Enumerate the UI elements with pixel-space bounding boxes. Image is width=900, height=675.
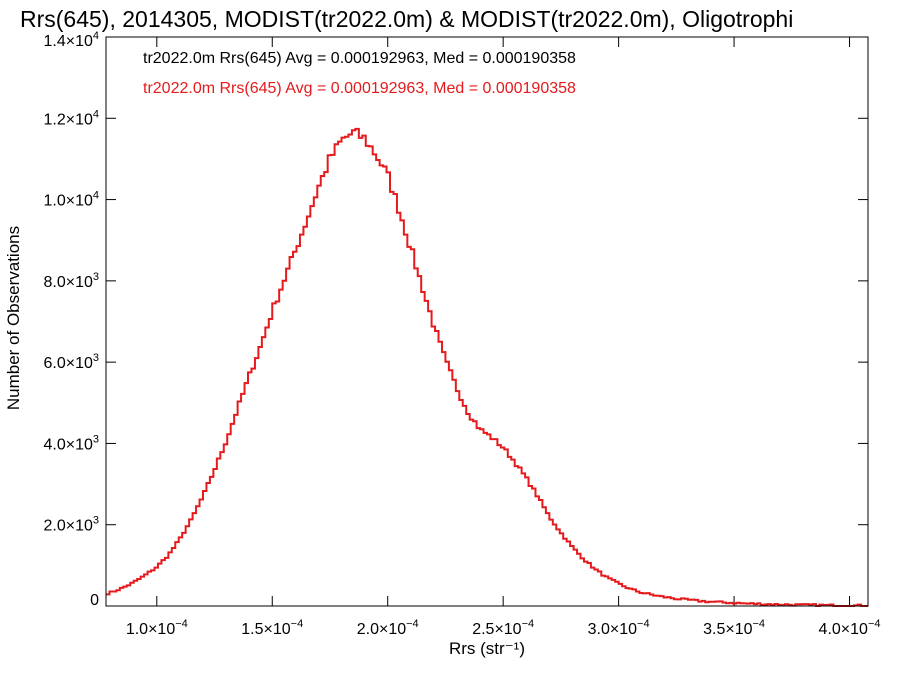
x-tick-label-times: ×10: [725, 621, 752, 638]
x-tick-label-times: ×10: [494, 621, 521, 638]
y-tick-label-exponent: 4: [93, 108, 99, 120]
y-tick-label: 1.2×104: [43, 108, 99, 128]
x-tick-label-mantissa: 3.5: [703, 621, 725, 638]
y-tick-label: 0: [90, 592, 99, 609]
x-tick-label: 1.0×10−4: [126, 618, 188, 638]
x-tick-label-exponent: −4: [752, 618, 765, 630]
histogram-series-line: [106, 127, 868, 607]
x-tick-label: 2.5×10−4: [472, 618, 534, 638]
y-tick-label-mantissa: 1.4: [43, 33, 65, 50]
y-tick-label: 1.4×104: [43, 30, 99, 50]
x-tick-label: 2.0×10−4: [357, 618, 419, 638]
y-tick-label-times: ×10: [66, 355, 93, 372]
y-tick-label-times: ×10: [66, 33, 93, 50]
x-tick-label-mantissa: 1.5: [241, 621, 263, 638]
y-tick-label-times: ×10: [66, 518, 93, 535]
y-tick-label-exponent: 3: [93, 433, 99, 445]
x-tick-label-mantissa: 3.0: [588, 621, 610, 638]
y-tick-label: 1.0×104: [43, 190, 99, 210]
y-tick-label-times: ×10: [66, 436, 93, 453]
x-tick-label-exponent: −4: [175, 618, 188, 630]
y-tick-label-mantissa: 8.0: [43, 274, 65, 291]
y-tick-label: 2.0×103: [43, 515, 99, 535]
y-axis-title-group: Number of Observations: [4, 226, 23, 410]
x-tick-label-times: ×10: [148, 621, 175, 638]
y-tick-label-mantissa: 2.0: [43, 518, 65, 535]
chart-title: Rrs(645), 2014305, MODIST(tr2022.0m) & M…: [20, 6, 793, 32]
x-axis-title: Rrs (str⁻¹): [449, 639, 525, 658]
y-tick-label-exponent: 3: [93, 271, 99, 283]
x-tick-label-exponent: −4: [637, 618, 650, 630]
y-axis-title: Number of Observations: [4, 226, 23, 410]
y-tick-label: 6.0×103: [43, 352, 99, 372]
axis-ticks: [106, 36, 868, 607]
y-tick-label-times: ×10: [66, 274, 93, 291]
y-tick-label: 4.0×103: [43, 433, 99, 453]
x-tick-label-mantissa: 4.0: [819, 621, 841, 638]
x-tick-label: 3.5×10−4: [703, 618, 765, 638]
x-tick-label: 3.0×10−4: [588, 618, 650, 638]
y-tick-label-exponent: 3: [93, 352, 99, 364]
x-tick-label-exponent: −4: [291, 618, 304, 630]
x-tick-label-times: ×10: [610, 621, 637, 638]
y-tick-label-mantissa: 0: [90, 592, 99, 609]
x-tick-label-exponent: −4: [406, 618, 419, 630]
y-tick-label-times: ×10: [66, 111, 93, 128]
x-tick-label-mantissa: 1.0: [126, 621, 148, 638]
y-tick-label-exponent: 4: [93, 190, 99, 202]
x-tick-label-mantissa: 2.5: [472, 621, 494, 638]
y-tick-label-mantissa: 1.2: [43, 111, 65, 128]
y-tick-label-mantissa: 6.0: [43, 355, 65, 372]
x-tick-label-times: ×10: [264, 621, 291, 638]
y-tick-label-times: ×10: [66, 193, 93, 210]
y-tick-label: 8.0×103: [43, 271, 99, 291]
axis-tick-labels: 1.0×10−4 1.5×10−4 2.0×10−4 2.5×10−4 3.0×10−4…: [43, 30, 880, 638]
stats-annotation-red: tr2022.0m Rrs(645) Avg = 0.000192963, Me…: [143, 80, 576, 97]
y-tick-label-exponent: 4: [93, 30, 99, 42]
x-tick-label-mantissa: 2.0: [357, 621, 379, 638]
y-tick-label-exponent: 3: [93, 515, 99, 527]
x-tick-label-times: ×10: [379, 621, 406, 638]
y-tick-label-mantissa: 4.0: [43, 436, 65, 453]
y-tick-label-mantissa: 1.0: [43, 193, 65, 210]
x-tick-label-exponent: −4: [868, 618, 881, 630]
plot-frame: [105, 36, 869, 607]
x-tick-label-exponent: −4: [522, 618, 535, 630]
x-tick-label: 1.5×10−4: [241, 618, 303, 638]
x-tick-label-times: ×10: [841, 621, 868, 638]
stats-annotation-black: tr2022.0m Rrs(645) Avg = 0.000192963, Me…: [143, 50, 576, 67]
x-tick-label: 4.0×10−4: [819, 618, 881, 638]
